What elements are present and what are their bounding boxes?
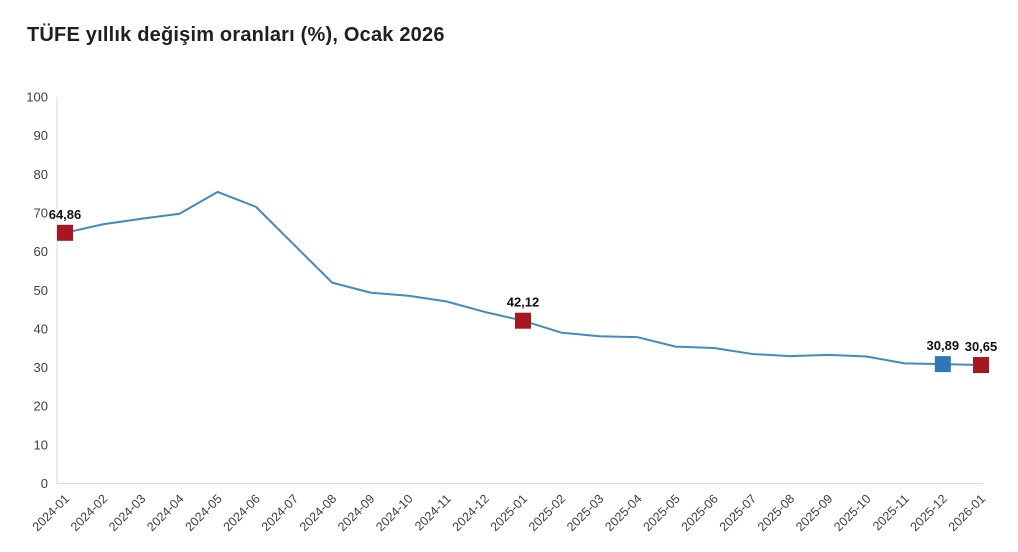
x-axis-tick-label: 2025-01 [488,492,530,534]
x-axis-tick-label: 2025-03 [564,492,606,534]
x-axis-tick-label: 2024-03 [106,492,148,534]
data-point-label: 64,86 [49,207,82,222]
x-axis-tick-label: 2024-09 [335,492,377,534]
x-axis-tick-label: 2025-04 [602,492,644,534]
x-axis-tick-label: 2025-05 [640,492,682,534]
x-axis-tick-label: 2025-06 [679,492,721,534]
data-point-marker [57,224,73,241]
chart-title: TÜFE yıllık değişim oranları (%), Ocak 2… [27,24,445,46]
y-axis-tick-label: 10 [34,437,48,452]
y-axis-tick-label: 100 [26,90,48,105]
data-point-label: 30,89 [927,338,960,353]
x-axis-tick-label: 2025-12 [908,492,950,534]
x-axis-tick-label: 2025-09 [793,492,835,534]
x-axis-tick-label: 2024-07 [259,492,301,534]
x-axis-tick-label: 2024-08 [297,492,339,534]
x-axis-tick-label: 2025-11 [870,492,912,534]
y-axis-tick-label: 20 [34,399,48,414]
x-axis-tick-label: 2024-10 [373,492,415,534]
series-line [64,190,982,367]
y-axis-tick-label: 70 [34,205,48,220]
x-axis-tick-label: 2024-06 [221,492,263,534]
x-axis-tick-label: 2024-12 [450,492,492,534]
x-axis-tick-label: 2024-11 [412,492,454,534]
data-point-label: 42,12 [507,295,540,310]
y-axis-tick-label: 60 [34,244,48,259]
x-axis-tick-label: 2024-04 [144,492,186,534]
data-point-marker [934,356,951,373]
y-axis-tick-label: 90 [34,128,48,143]
y-axis-tick-label: 30 [34,360,48,375]
data-point-marker [515,312,531,329]
x-axis-tick-label: 2025-10 [831,492,873,534]
x-axis-tick-label: 2025-08 [755,492,797,534]
x-axis-tick-label: 2024-01 [30,492,72,534]
data-point-label: 30,65 [965,339,998,354]
y-axis-tick-label: 50 [34,283,48,298]
data-point-marker [973,357,989,374]
x-axis-tick-label: 2026-01 [946,492,988,534]
x-axis-tick-label: 2025-02 [526,492,568,534]
x-axis-tick-label: 2024-05 [182,492,224,534]
y-axis-tick-label: 40 [34,321,48,336]
y-axis-tick-label: 80 [34,167,48,182]
x-axis-tick-label: 2024-02 [68,492,110,534]
y-axis-tick-label: 0 [41,476,48,491]
x-axis-tick-label: 2025-07 [717,492,759,534]
